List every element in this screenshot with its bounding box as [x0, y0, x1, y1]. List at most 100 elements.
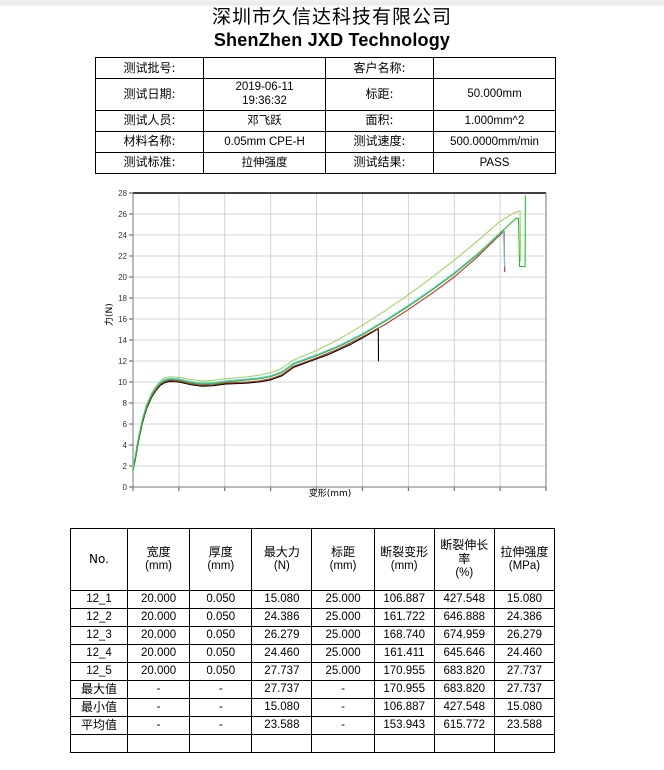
table-row-cell-2: 0.050 — [189, 644, 253, 663]
info-row: 材料名称: 0.05mm CPE-H 测试速度: 500.0000mm/min — [95, 130, 556, 153]
table-row-cell-2: 0.050 — [189, 626, 253, 645]
blank-cell-3 — [251, 734, 313, 753]
summary-row-cell-1: - — [126, 698, 191, 717]
results-col-header-3: 最大力 (N) — [251, 528, 313, 591]
y-tick-label: 18 — [118, 294, 127, 303]
table-row-cell-6: 674.959 — [433, 626, 495, 645]
y-tick-label: 12 — [118, 357, 127, 366]
summary-row-cell-0: 最小值 — [70, 698, 128, 717]
info-value2-0 — [433, 57, 556, 79]
table-row-cell-7: 27.737 — [493, 662, 556, 681]
summary-row-cell-4: - — [311, 698, 375, 717]
results-col-header-2: 厚度 (mm) — [189, 528, 253, 591]
summary-row-cell-0: 平均值 — [70, 716, 128, 735]
info-label-1: 测试日期: — [95, 78, 204, 111]
table-row-cell-6: 683.820 — [433, 662, 495, 681]
table-row-cell-2: 0.050 — [189, 590, 253, 609]
table-row: 12_4 20.000 0.050 24.460 25.000 161.411 645.64… — [70, 644, 556, 663]
table-row-cell-3: 24.386 — [251, 608, 313, 627]
info-label-2: 测试人员: — [95, 109, 204, 132]
summary-row: 最大值 - -27.737-170.955 683.820 27.737 — [70, 680, 556, 699]
table-row-cell-6: 646.888 — [433, 608, 495, 627]
summary-row-cell-5: 153.943 — [373, 716, 435, 735]
results-col-header-5: 断裂变形 (mm) — [373, 528, 435, 591]
table-row-cell-4: 25.000 — [311, 662, 375, 681]
table-row-cell-0: 12_2 — [70, 608, 128, 627]
chart-series-12_5 — [132, 195, 526, 472]
summary-row-cell-7: 15.080 — [493, 698, 556, 717]
summary-row-cell-6: 683.820 — [433, 680, 495, 699]
table-row-cell-7: 24.386 — [493, 608, 556, 627]
summary-row-cell-6: 615.772 — [433, 716, 495, 735]
blank-cell-7 — [493, 734, 556, 753]
table-row-cell-5: 161.722 — [373, 608, 435, 627]
results-col-header-6: 断裂伸长率 (%) — [433, 528, 495, 591]
chart-series-12_2 — [132, 230, 506, 470]
table-row-cell-7: 24.460 — [493, 644, 556, 663]
table-row: 12_2 20.000 0.050 24.386 25.000 161.722 646.88… — [70, 608, 556, 627]
table-row-cell-3: 27.737 — [251, 662, 313, 681]
results-col-header-unit: (mm) — [329, 559, 357, 572]
blank-cell-0 — [70, 734, 128, 753]
table-row-cell-0: 12_1 — [70, 590, 128, 609]
summary-row-cell-5: 106.887 — [373, 698, 435, 717]
y-tick-label: 20 — [118, 273, 127, 282]
y-tick-label: 22 — [118, 252, 127, 261]
table-row-cell-1: 20.000 — [126, 662, 191, 681]
table-row-cell-4: 25.000 — [311, 644, 375, 663]
table-row-cell-2: 0.050 — [189, 662, 253, 681]
blank-cell-5 — [373, 734, 435, 753]
y-tick-label: 8 — [123, 399, 128, 408]
table-row-cell-0: 12_4 — [70, 644, 128, 663]
window-top-strip — [0, 0, 664, 7]
results-col-header-unit: (mm) — [145, 559, 172, 572]
blank-cell-4 — [311, 734, 375, 753]
blank-cell-2 — [189, 734, 253, 753]
y-tick-label: 4 — [123, 441, 128, 450]
info-label-0: 测试批号: — [95, 57, 204, 79]
table-row-cell-2: 0.050 — [189, 608, 253, 627]
info-value2-1: 50.000mm — [433, 78, 556, 111]
results-col-header-4: 标距 (mm) — [311, 528, 375, 591]
y-tick-label: 6 — [123, 420, 128, 429]
results-col-header-unit: (%) — [455, 566, 474, 579]
summary-row-cell-4: - — [311, 680, 375, 699]
y-tick-label: 28 — [118, 189, 127, 198]
info-row: 测试人员: 邓飞跃 面积: 1.000mm^2 — [95, 109, 556, 132]
summary-row-cell-3: 15.080 — [251, 698, 313, 717]
y-tick-label: 16 — [118, 315, 127, 324]
summary-row-cell-7: 27.737 — [493, 680, 556, 699]
results-col-header-name: 断裂变形 — [380, 544, 429, 559]
summary-row-cell-2: - — [189, 680, 253, 699]
info-label2-1: 标距: — [325, 78, 434, 111]
results-col-header-name: 宽度 — [146, 544, 171, 559]
company-name-en: ShenZhen JXD Technology — [213, 30, 451, 50]
summary-row: 最小值 - -15.080-106.887 427.548 15.080 — [70, 698, 556, 717]
table-row-cell-6: 645.646 — [433, 644, 495, 663]
table-row-cell-3: 26.279 — [251, 626, 313, 645]
results-table-header-row: No. 宽度 (mm) 厚度 (mm) 最大力 (N) 标距 (mm) 断裂变形 (mm) 断裂伸长率… — [70, 528, 556, 591]
info-label2-2: 面积: — [325, 109, 434, 132]
results-col-header-1: 宽度 (mm) — [126, 528, 191, 591]
blank-cell-1 — [126, 734, 191, 753]
summary-row-cell-1: - — [126, 716, 191, 735]
results-col-header-unit: (mm) — [207, 559, 235, 572]
table-row-cell-1: 20.000 — [126, 590, 191, 609]
table-row: 12_3 20.000 0.050 26.279 25.000 168.740 674.95… — [70, 626, 556, 645]
info-value2-4: PASS — [433, 151, 556, 174]
y-tick-label: 10 — [118, 378, 127, 387]
chart-x-axis-label: 变形(mm) — [308, 489, 352, 499]
table-row-cell-4: 25.000 — [311, 590, 375, 609]
summary-row-cell-7: 23.588 — [493, 716, 556, 735]
table-row-cell-7: 15.080 — [493, 590, 556, 609]
blank-cell-6 — [433, 734, 495, 753]
info-row: 测试日期: 2019-06-11 19:36:32 标距: 50.000mm — [95, 78, 556, 111]
table-row-cell-1: 20.000 — [126, 626, 191, 645]
results-col-header-unit: (N) — [273, 559, 290, 572]
table-row-cell-5: 161.411 — [373, 644, 435, 663]
info-label2-4: 测试结果: — [325, 151, 434, 174]
table-row-cell-5: 170.955 — [373, 662, 435, 681]
table-row-cell-1: 20.000 — [126, 644, 191, 663]
info-value-2: 邓飞跃 — [203, 109, 326, 132]
